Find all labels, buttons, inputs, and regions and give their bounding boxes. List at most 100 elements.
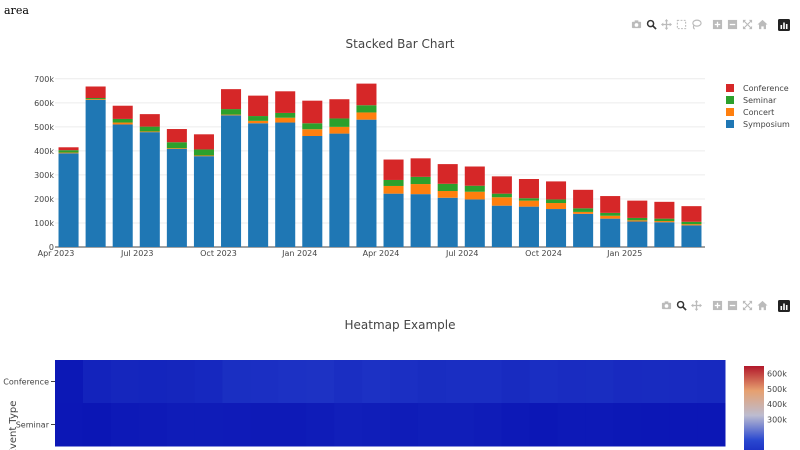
bar-symposium <box>248 123 269 247</box>
bar-concert <box>58 152 79 154</box>
zoom-icon[interactable] <box>674 298 689 313</box>
bar-concert <box>329 126 350 134</box>
bar-concert <box>464 191 485 200</box>
heatmap-cell <box>110 360 140 404</box>
bar-conference <box>248 95 269 117</box>
legend-item-concert[interactable]: Concert <box>726 108 774 117</box>
bar-concert <box>437 191 458 198</box>
x-axis-ticks: Apr 2023 Jul 2023 Oct 2023 Jan 2024 Apr 2024… <box>38 249 643 258</box>
bar-symposium <box>85 99 106 247</box>
legend-item-conference[interactable]: Conference <box>726 84 789 93</box>
bar-conference <box>193 134 214 150</box>
chart-title: Stacked Bar Chart <box>346 37 455 51</box>
bar-conference <box>546 181 567 200</box>
bar-concert <box>139 131 160 133</box>
heatmap-cell <box>669 360 698 404</box>
heatmap-cell <box>82 360 112 404</box>
zoom-out-icon[interactable] <box>725 298 740 313</box>
heatmap-cell <box>278 403 307 447</box>
bar-concert <box>248 120 269 124</box>
camera-icon[interactable] <box>659 298 674 313</box>
heatmap-cell <box>417 360 447 404</box>
bar-seminar <box>302 123 323 130</box>
bar-conference <box>112 105 133 119</box>
heatmap-cell <box>306 360 335 404</box>
colorbar-tick-label: 300k <box>767 415 787 424</box>
y-tick-label: 100k <box>34 219 54 228</box>
bar-concert <box>85 99 106 100</box>
y-tick-label: 500k <box>34 123 54 132</box>
bar-symposium <box>546 209 567 247</box>
lasso-icon[interactable] <box>689 17 704 32</box>
zoom-out-icon[interactable] <box>725 17 740 32</box>
bar-seminar <box>546 199 567 204</box>
bar-seminar <box>58 150 79 153</box>
bar-symposium <box>681 225 702 247</box>
zoom-in-icon[interactable] <box>710 17 725 32</box>
home-icon[interactable] <box>755 298 770 313</box>
bar-seminar <box>112 118 133 123</box>
pan-icon[interactable] <box>689 298 704 313</box>
heatmap-cell <box>390 403 419 447</box>
bar-concert <box>681 224 702 226</box>
heatmap-cell <box>445 403 475 447</box>
heatmap-cell <box>501 360 531 404</box>
bar-symposium <box>166 148 187 247</box>
bar-concert <box>573 211 594 214</box>
pan-icon[interactable] <box>659 17 674 32</box>
colorbar: 600k 500k 400k 300k <box>744 366 787 450</box>
zoom-in-icon[interactable] <box>710 298 725 313</box>
camera-icon[interactable] <box>629 17 644 32</box>
heatmap-cell <box>222 403 251 447</box>
box-select-icon[interactable] <box>674 17 689 32</box>
heatmap-cell <box>473 403 503 447</box>
legend-swatch <box>726 120 734 128</box>
bar-conference <box>681 206 702 222</box>
bar-conference <box>518 179 539 199</box>
page-label: area <box>4 4 29 17</box>
bar-concert <box>518 200 539 207</box>
bar-symposium <box>437 197 458 247</box>
legend-swatch <box>726 84 734 92</box>
autoscale-icon[interactable] <box>740 17 755 32</box>
bar-symposium <box>383 193 404 247</box>
heatmap-cell <box>138 403 168 447</box>
legend-item-symposium[interactable]: Symposium <box>726 120 790 129</box>
zoom-icon[interactable] <box>644 17 659 32</box>
y-axis-ticks: Conference Seminar <box>3 378 55 430</box>
heatmap-cell <box>613 360 642 404</box>
bar-conference <box>491 176 512 194</box>
bar-concert <box>410 184 431 195</box>
legend: Conference Seminar Concert Symposium <box>726 84 790 129</box>
legend-label: Seminar <box>743 96 777 105</box>
heatmap-cell <box>445 360 475 404</box>
bar-symposium <box>302 135 323 247</box>
bar-symposium <box>410 194 431 247</box>
chart-title: Heatmap Example <box>345 318 456 332</box>
bar-symposium <box>491 205 512 247</box>
bar-conference <box>221 89 242 110</box>
bar-seminar <box>627 217 648 221</box>
autoscale-icon[interactable] <box>740 298 755 313</box>
heatmap-cell <box>585 403 614 447</box>
heatmap-cell <box>473 360 503 404</box>
bar-concert <box>654 221 675 223</box>
x-tick-label: Oct 2024 <box>525 249 562 258</box>
heatmap-cell <box>501 403 531 447</box>
bar-seminar <box>221 109 242 115</box>
bar-symposium <box>275 122 296 247</box>
heatmap-cell <box>697 360 726 404</box>
heatmap-cell <box>55 403 84 447</box>
bar-seminar <box>573 208 594 212</box>
bar-concert <box>112 122 133 125</box>
legend-label: Symposium <box>743 120 790 129</box>
heatmap-cell <box>641 403 670 447</box>
colorbar-tick-label: 400k <box>767 400 787 409</box>
bar-seminar <box>193 149 214 156</box>
bar-conference <box>410 158 431 177</box>
bar-seminar <box>383 179 404 186</box>
legend-item-seminar[interactable]: Seminar <box>726 96 777 105</box>
bar-symposium <box>139 132 160 247</box>
home-icon[interactable] <box>755 17 770 32</box>
heatmap-chart: Heatmap Example Conference Seminar Event … <box>3 318 787 450</box>
